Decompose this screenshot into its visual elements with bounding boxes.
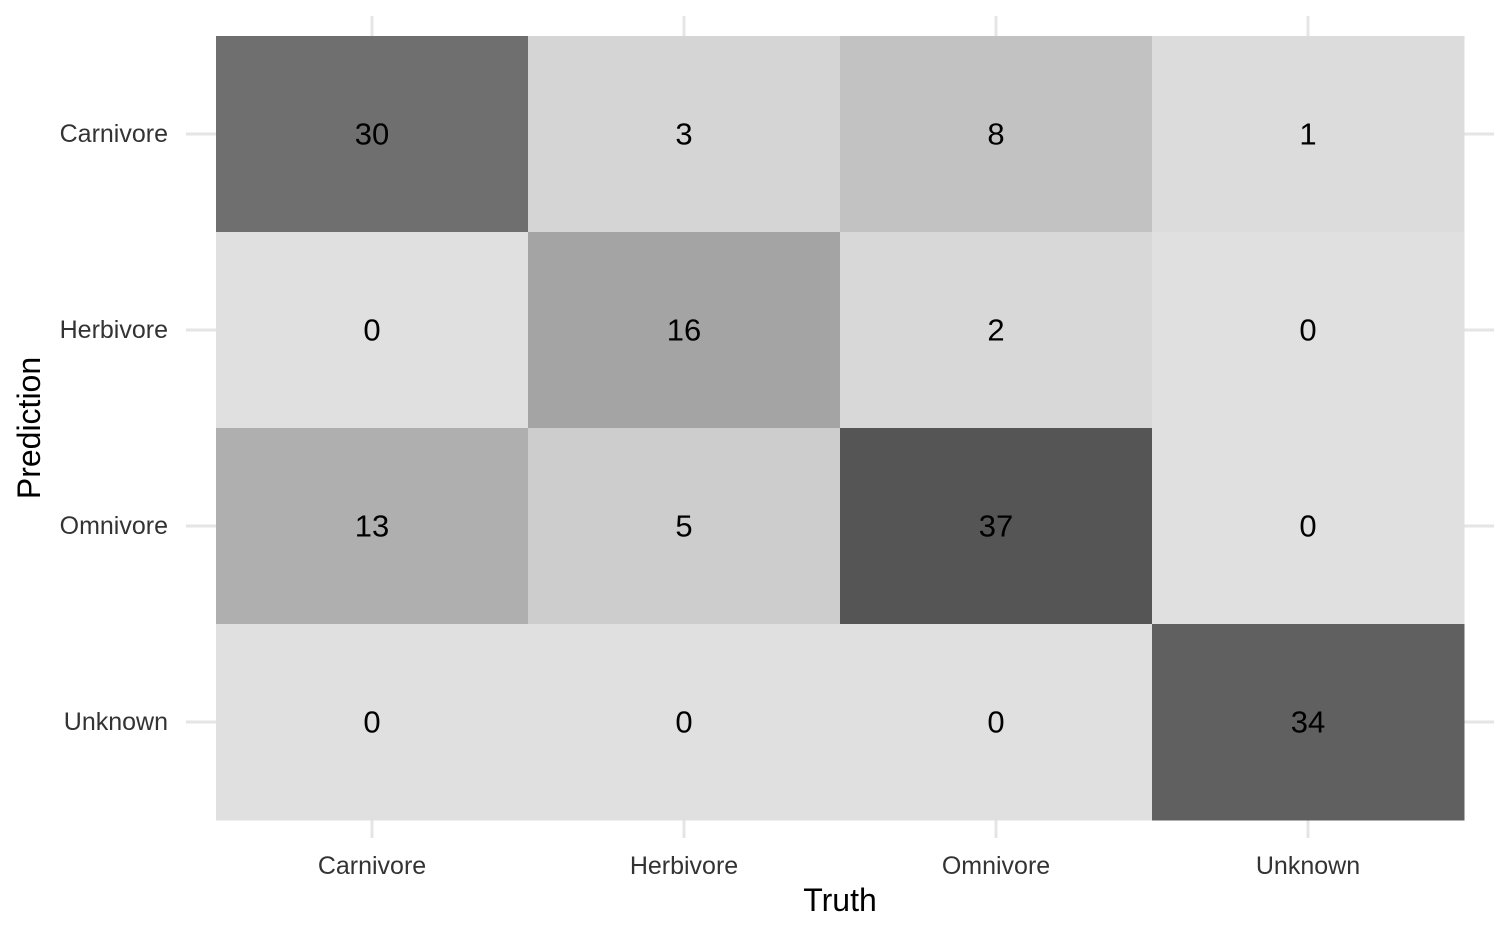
y-tick-label-omnivore: Omnivore	[60, 512, 168, 540]
cell-value-label: 0	[987, 705, 1004, 740]
heatmap-cell-carnivore-carnivore	[216, 36, 529, 233]
cell-value-label: 0	[363, 313, 380, 348]
heatmap-cell-herbivore-herbivore	[528, 232, 841, 429]
cell-value-label: 0	[363, 705, 380, 740]
cell-value-label: 0	[1299, 509, 1316, 544]
cell-value-label: 5	[675, 509, 692, 544]
y-tick-label-herbivore: Herbivore	[60, 316, 168, 344]
heatmap-cell-omnivore-omnivore	[840, 428, 1153, 625]
heatmap-cell-omnivore-unknown	[1152, 428, 1465, 625]
heatmap-cell-carnivore-unknown	[1152, 36, 1465, 233]
y-tick-label-carnivore: Carnivore	[60, 120, 168, 148]
x-tick-label-carnivore: Carnivore	[318, 852, 426, 880]
x-tick-label-unknown: Unknown	[1256, 852, 1360, 880]
cell-value-label: 13	[355, 509, 389, 544]
heatmap-cell-unknown-herbivore	[528, 624, 841, 821]
x-axis-tick-labels: Carnivore Herbivore Omnivore Unknown	[318, 852, 1360, 880]
y-axis-title: Prediction	[11, 357, 47, 499]
cell-value-label: 8	[987, 117, 1004, 152]
cell-value-label: 2	[987, 313, 1004, 348]
cell-value-label: 37	[979, 509, 1013, 544]
x-axis-title: Truth	[803, 882, 877, 918]
cell-value-label: 1	[1299, 117, 1316, 152]
cell-value-labels: 30 3 8 1 0 16 2 0 13 5 37 0 0 0 0 34	[355, 117, 1325, 740]
heatmap-cell-unknown-carnivore	[216, 624, 529, 821]
heatmap-cell-omnivore-carnivore	[216, 428, 529, 625]
y-tick-label-unknown: Unknown	[64, 708, 168, 736]
y-axis-tick-labels: Carnivore Herbivore Omnivore Unknown	[60, 120, 168, 736]
heatmap-cell-carnivore-omnivore	[840, 36, 1153, 233]
cell-value-label: 0	[1299, 313, 1316, 348]
x-tick-label-omnivore: Omnivore	[942, 852, 1050, 880]
heatmap-cell-herbivore-unknown	[1152, 232, 1465, 429]
cell-value-label: 30	[355, 117, 389, 152]
cell-value-label: 0	[675, 705, 692, 740]
x-tick-label-herbivore: Herbivore	[630, 852, 738, 880]
heatmap-cell-herbivore-carnivore	[216, 232, 529, 429]
cell-value-label: 34	[1291, 705, 1325, 740]
cell-value-label: 16	[667, 313, 701, 348]
heatmap-cell-unknown-unknown	[1152, 624, 1465, 821]
heatmap-cell-carnivore-herbivore	[528, 36, 841, 233]
heatmap-cells	[216, 36, 1465, 821]
heatmap-cell-herbivore-omnivore	[840, 232, 1153, 429]
heatmap-cell-omnivore-herbivore	[528, 428, 841, 625]
heatmap-cell-unknown-omnivore	[840, 624, 1153, 821]
cell-value-label: 3	[675, 117, 692, 152]
